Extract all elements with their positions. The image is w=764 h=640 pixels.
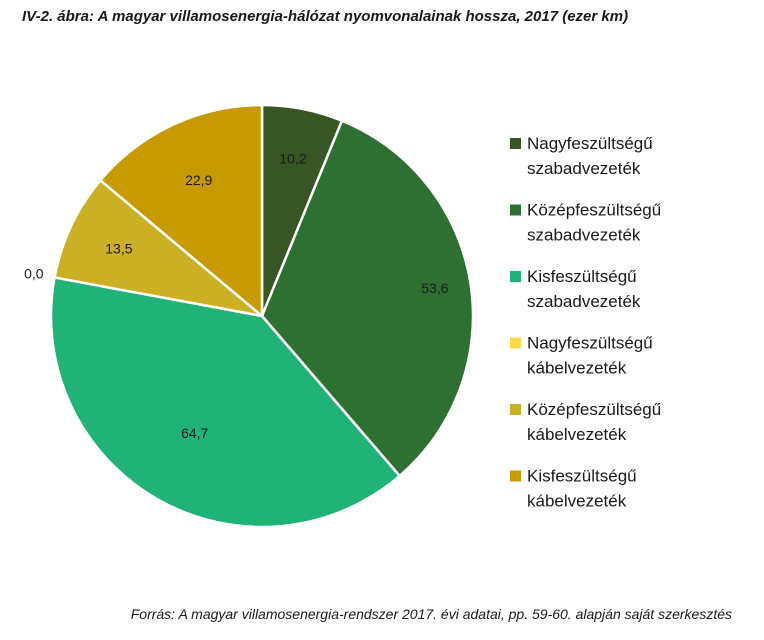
chart-title: IV-2. ábra: A magyar villamosenergia-hál… — [22, 8, 629, 25]
legend-label-kisfeszultsegu-szabadvezetek: Kisfeszültségű szabadvezeték — [527, 267, 641, 311]
legend-item-kisfeszultsegu-szabadvezetek: Kisfeszültségű szabadvezeték — [510, 267, 641, 311]
legend: Nagyfeszültségű szabadvezeték Középfeszült… — [510, 134, 661, 511]
legend-label-kisfeszultsegu-kabelvezetek: Kisfeszültségű kábelvezeték — [527, 467, 637, 511]
pie-slice-kisfeszultsegu-szabadvezetek — [49, 276, 401, 529]
legend-item-kozepfeszultsegu-szabadvezetek: Középfeszültségű szabadvezeték — [510, 201, 661, 245]
pie-slice-kozepfeszultsegu-szabadvezetek — [260, 119, 475, 478]
legend-label-nagyfeszultsegu-szabadvezetek: Nagyfeszültségű szabadvezeték — [527, 134, 653, 178]
pie-slice-kozepfeszultsegu-kabelvezetek — [53, 179, 264, 318]
data-label-nagyfeszultsegu-kabelvezetek: 0,0 — [24, 266, 44, 282]
pie-slices — [49, 103, 475, 529]
data-label-nagyfeszultsegu-szabadvezetek: 10,2 — [279, 151, 306, 167]
source-note: Forrás: A magyar villamosenergia-rendsze… — [130, 606, 732, 622]
pie-slice-kisfeszultsegu-kabelvezetek — [99, 103, 264, 318]
legend-swatch-nagyfeszultsegu-szabadvezetek — [510, 138, 521, 149]
data-label-kisfeszultsegu-kabelvezetek: 22,9 — [185, 172, 212, 188]
legend-item-nagyfeszultsegu-szabadvezetek: Nagyfeszültségű szabadvezeték — [510, 134, 653, 178]
legend-item-kisfeszultsegu-kabelvezetek: Kisfeszültségű kábelvezeték — [510, 467, 637, 511]
legend-swatch-nagyfeszultsegu-kabelvezetek — [510, 337, 521, 349]
legend-swatch-kisfeszultsegu-szabadvezetek — [510, 271, 521, 282]
legend-swatch-kozepfeszultsegu-kabelvezetek — [510, 404, 521, 415]
legend-swatch-kisfeszultsegu-kabelvezetek — [510, 470, 521, 482]
legend-item-kozepfeszultsegu-kabelvezetek: Középfeszültségű kábelvezeték — [510, 400, 661, 444]
legend-swatch-kozepfeszultsegu-szabadvezetek — [510, 204, 521, 216]
data-labels: 10,2 53,6 64,7 0,0 13,5 22,9 — [24, 151, 449, 441]
legend-label-nagyfeszultsegu-kabelvezetek: Nagyfeszültségű kábelvezeték — [527, 334, 653, 378]
legend-label-kozepfeszultsegu-kabelvezetek: Középfeszültségű kábelvezeték — [527, 400, 661, 444]
legend-item-nagyfeszultsegu-kabelvezetek: Nagyfeszültségű kábelvezeték — [510, 334, 653, 378]
data-label-kozepfeszultsegu-szabadvezetek: 53,6 — [421, 280, 448, 296]
data-label-kozepfeszultsegu-kabelvezetek: 13,5 — [105, 240, 132, 256]
data-label-kisfeszultsegu-szabadvezetek: 64,7 — [181, 425, 208, 441]
legend-label-kozepfeszultsegu-szabadvezetek: Középfeszültségű szabadvezeték — [527, 201, 661, 245]
